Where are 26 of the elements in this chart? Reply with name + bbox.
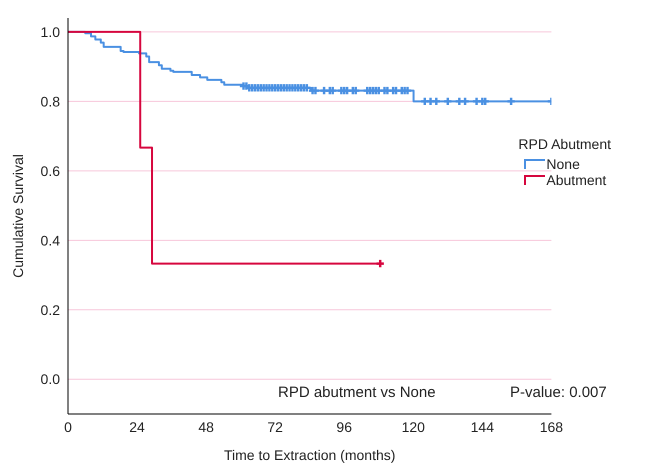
legend-label: None: [546, 156, 580, 172]
point: [444, 98, 452, 106]
x-tick-label: 168: [540, 418, 564, 435]
point: [461, 98, 469, 106]
y-tick-label: 0.0: [40, 371, 60, 388]
y-tick-label: 0.2: [40, 302, 60, 318]
point: [507, 98, 515, 106]
x-tick-label: 24: [129, 418, 146, 435]
annotation: RPD abutment vs None: [278, 384, 436, 401]
y-tick-label: 0.6: [40, 162, 60, 179]
x-axis-title: Time to Extraction (months): [224, 447, 396, 463]
legend-label: Abutment: [546, 172, 606, 188]
annotation: P-value: 0.007: [510, 384, 607, 401]
y-tick-label: 0.4: [40, 232, 60, 248]
x-tick-label: 72: [267, 418, 284, 435]
x-tick-label: 48: [198, 418, 214, 435]
y-tick-label: 0.8: [40, 93, 60, 110]
y-tick-label: 1.0: [40, 24, 60, 40]
point: [376, 260, 384, 268]
legend-title: RPD Abutment: [518, 136, 611, 152]
x-tick-label: 0: [64, 418, 72, 435]
point: [432, 98, 440, 106]
x-tick-label: 120: [402, 418, 426, 435]
x-tick-label: 96: [336, 418, 352, 435]
x-tick-label: 144: [470, 418, 494, 435]
y-axis-title: Cumulative Survival: [10, 154, 26, 278]
